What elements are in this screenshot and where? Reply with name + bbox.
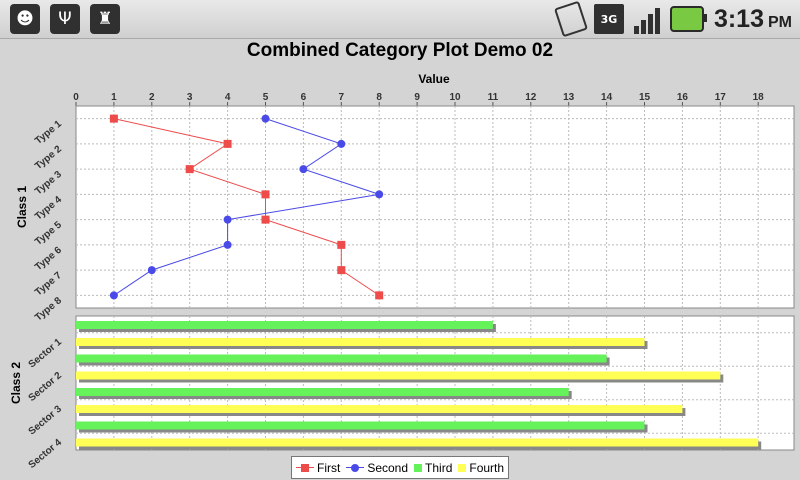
value-tick-label: 9 bbox=[414, 92, 420, 103]
point-second bbox=[261, 114, 270, 123]
value-tick-label: 11 bbox=[488, 92, 499, 103]
bar-fourth bbox=[76, 338, 645, 346]
legend-label-fourth: Fourth bbox=[469, 460, 505, 475]
signal-icon bbox=[633, 4, 660, 34]
status-left: ☻ Ψ ♜ bbox=[10, 4, 120, 34]
point-second bbox=[299, 165, 308, 174]
value-tick-label: 0 bbox=[73, 92, 79, 103]
bar-third bbox=[76, 354, 607, 363]
clock-ampm: PM bbox=[768, 13, 792, 31]
point-second bbox=[147, 266, 156, 275]
legend-item-first: First bbox=[296, 461, 340, 475]
point-first bbox=[261, 190, 270, 199]
point-first bbox=[109, 114, 118, 123]
bar-fourth bbox=[76, 405, 683, 413]
legend-label-second: Second bbox=[367, 460, 409, 475]
value-tick-label: 14 bbox=[601, 92, 613, 103]
status-right: 3G 3:13 PM bbox=[553, 0, 792, 38]
status-bar: ☻ Ψ ♜ 3G 3:13 PM bbox=[0, 0, 800, 39]
category-tick-label: Sector 4 bbox=[27, 437, 65, 471]
category-tick-label: Sector 1 bbox=[27, 336, 65, 370]
class-2-axis-label: Class 2 bbox=[9, 362, 23, 404]
bar-fourth bbox=[76, 371, 721, 380]
point-first bbox=[375, 291, 384, 300]
class-1-axis-label: Class 1 bbox=[15, 186, 29, 228]
category-tick-label: Type 4 bbox=[33, 194, 64, 223]
class-1-plot-area bbox=[75, 105, 795, 309]
bar-third bbox=[76, 321, 493, 329]
value-tick-label: 1 bbox=[111, 92, 117, 103]
point-second bbox=[375, 190, 384, 199]
value-tick-label: 10 bbox=[449, 92, 461, 103]
point-second bbox=[223, 215, 232, 224]
legend-item-second: Second bbox=[346, 461, 408, 475]
point-second bbox=[109, 291, 118, 300]
legend-label-first: First bbox=[317, 460, 341, 475]
value-tick-label: 13 bbox=[563, 92, 575, 103]
bar-third bbox=[76, 388, 569, 396]
value-axis-label: Value bbox=[418, 72, 450, 86]
value-tick-label: 6 bbox=[301, 92, 307, 103]
value-tick-label: 12 bbox=[525, 92, 537, 103]
point-first bbox=[337, 266, 346, 275]
legend-item-fourth: Fourth bbox=[458, 461, 504, 475]
series-line-second bbox=[113, 118, 380, 296]
category-tick-label: Type 8 bbox=[33, 295, 64, 324]
value-tick-label: 7 bbox=[339, 92, 345, 103]
value-tick-label: 5 bbox=[263, 92, 269, 103]
bar-third bbox=[76, 421, 645, 430]
point-first bbox=[223, 139, 232, 148]
clock: 3:13 PM bbox=[714, 5, 792, 34]
android-debug-icon[interactable]: ♜ bbox=[90, 4, 120, 34]
category-tick-label: Type 6 bbox=[33, 244, 64, 273]
legend: First Second Third Fourth bbox=[291, 456, 510, 479]
legend-item-third: Third bbox=[414, 461, 452, 475]
usb-icon[interactable]: Ψ bbox=[50, 4, 80, 34]
category-tick-label: Sector 3 bbox=[27, 403, 65, 437]
notification-icon[interactable]: ☻ bbox=[10, 4, 40, 34]
point-first bbox=[185, 165, 194, 174]
point-second bbox=[337, 139, 346, 148]
category-tick-label: Type 1 bbox=[33, 118, 64, 147]
category-tick-label: Type 3 bbox=[33, 169, 64, 198]
value-tick-label: 15 bbox=[639, 92, 651, 103]
chart-title: Combined Category Plot Demo 02 bbox=[246, 40, 554, 61]
value-tick-label: 16 bbox=[677, 92, 689, 103]
category-tick-label: Type 7 bbox=[33, 270, 64, 299]
series-line-first bbox=[113, 118, 380, 296]
legend-label-third: Third bbox=[425, 460, 453, 475]
value-tick-label: 17 bbox=[715, 92, 727, 103]
bar-fourth bbox=[76, 438, 759, 447]
point-second bbox=[223, 240, 232, 249]
value-tick-label: 3 bbox=[187, 92, 193, 103]
point-first bbox=[261, 215, 270, 224]
clock-time: 3:13 bbox=[713, 4, 764, 33]
value-tick-label: 2 bbox=[149, 92, 155, 103]
screen-rotation-icon bbox=[553, 0, 588, 38]
value-tick-label: 8 bbox=[376, 92, 382, 103]
3g-data-icon: 3G bbox=[593, 4, 624, 34]
category-tick-label: Type 5 bbox=[33, 219, 64, 248]
battery-charging-icon bbox=[669, 6, 707, 32]
value-tick-label: 4 bbox=[225, 92, 231, 103]
point-first bbox=[337, 240, 346, 249]
category-tick-label: Sector 2 bbox=[27, 370, 65, 404]
value-tick-label: 18 bbox=[753, 92, 765, 103]
category-tick-label: Type 2 bbox=[33, 143, 64, 172]
